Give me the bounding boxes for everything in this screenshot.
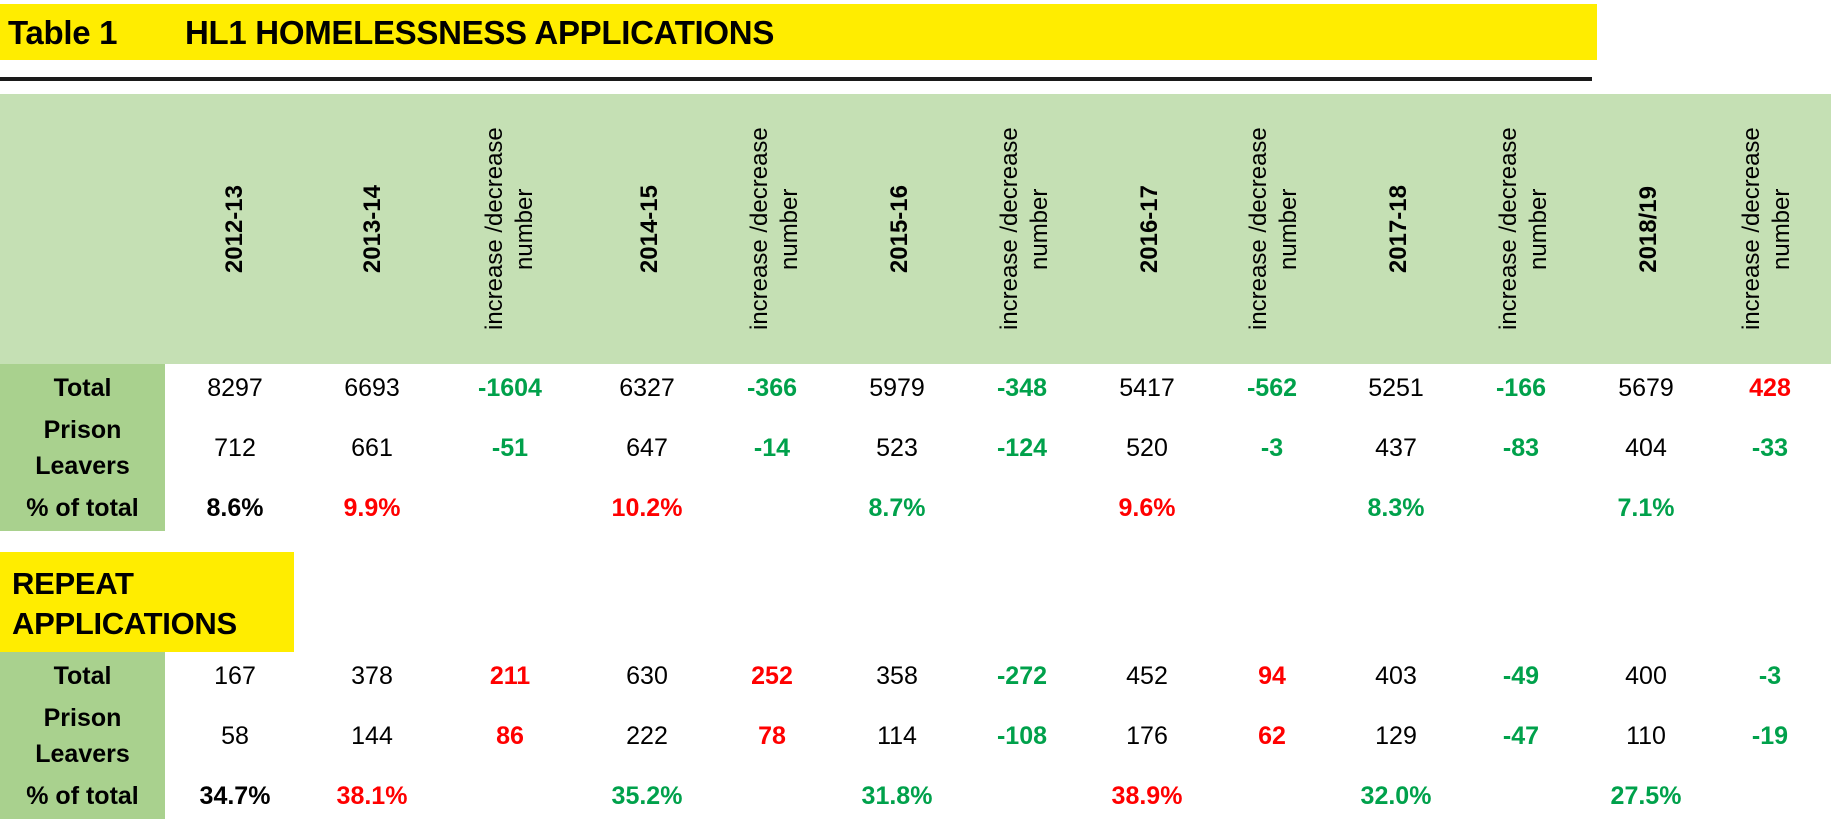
table-cell: -1604 xyxy=(478,373,542,402)
table-title-bar: Table 1 HL1 HOMELESSNESS APPLICATIONS xyxy=(0,4,1597,60)
table-cell: 5679 xyxy=(1618,373,1674,402)
table-cell: 358 xyxy=(876,661,918,690)
table-number: Table 1 xyxy=(8,14,118,51)
table-cell: 38.1% xyxy=(336,781,408,810)
table-cell: 647 xyxy=(626,433,668,462)
table-cell: 378 xyxy=(351,661,393,690)
table-cell: 6693 xyxy=(344,373,400,402)
table-cell: 32.0% xyxy=(1360,781,1432,810)
table-cell: 452 xyxy=(1126,661,1168,690)
table-cell: 712 xyxy=(214,433,256,462)
table-cell: -124 xyxy=(996,433,1048,462)
table-cell: 110 xyxy=(1626,721,1666,750)
column-header: increase /decrease number xyxy=(1245,127,1302,331)
table-cell: 176 xyxy=(1126,721,1168,750)
row-label-percent: % of total xyxy=(26,494,139,522)
table-cell: 27.5% xyxy=(1610,781,1682,810)
table-cell: -562 xyxy=(1246,373,1298,402)
column-header: 2018/19 xyxy=(1635,185,1662,273)
table-cell: -272 xyxy=(996,661,1048,690)
table-cell: 252 xyxy=(751,661,793,690)
table-cell: 86 xyxy=(496,721,524,750)
table-cell: 5979 xyxy=(869,373,925,402)
table-cell: 630 xyxy=(626,661,668,690)
table-cell: 38.9% xyxy=(1111,781,1183,810)
table-cell: -14 xyxy=(753,433,791,462)
table-cell: 661 xyxy=(351,433,393,462)
repeat-heading-line1: REPEAT xyxy=(12,566,134,601)
table-cell: -3 xyxy=(1758,661,1782,690)
table-cell: -83 xyxy=(1502,433,1540,462)
table-cell: 34.7% xyxy=(199,781,271,810)
table-cell: -47 xyxy=(1502,721,1540,750)
table-cell: 129 xyxy=(1375,721,1417,750)
table-cell: 211 xyxy=(489,661,531,690)
table-cell: 520 xyxy=(1126,433,1168,462)
table-cell: 78 xyxy=(758,721,786,750)
row-label-percent: % of total xyxy=(26,782,139,810)
row-label-background xyxy=(0,364,165,531)
column-header: 2012-13 xyxy=(221,184,248,274)
table-cell: 222 xyxy=(626,721,668,750)
table-cell: 437 xyxy=(1375,433,1417,462)
column-header: increase /decrease number xyxy=(746,127,803,331)
column-header: 2013-14 xyxy=(358,184,386,274)
row-label-total: Total xyxy=(53,662,112,690)
column-header: increase /decrease number xyxy=(481,127,538,331)
table-cell: 31.8% xyxy=(861,781,933,810)
table-heading: HL1 HOMELESSNESS APPLICATIONS xyxy=(185,14,775,51)
table-cell: -166 xyxy=(1495,373,1547,402)
table-cell: 167 xyxy=(214,661,256,690)
table-cell: 9.9% xyxy=(343,493,401,522)
column-header: increase /decrease number xyxy=(996,127,1053,331)
table-cell: 58 xyxy=(221,721,249,750)
table-cell: -33 xyxy=(1751,433,1789,462)
table-cell: 5417 xyxy=(1119,373,1175,402)
table-cell: -108 xyxy=(996,721,1048,750)
table-cell: 62 xyxy=(1258,721,1286,750)
repeat-heading-line2: APPLICATIONS xyxy=(12,606,237,641)
row-label-prison-leavers: Prison Leavers xyxy=(35,416,130,480)
row-label-background xyxy=(0,652,165,819)
table-cell: 428 xyxy=(1749,373,1791,402)
table-cell: 114 xyxy=(877,721,917,750)
table-cell: 8.3% xyxy=(1367,493,1425,522)
table-cell: -49 xyxy=(1502,661,1540,690)
table-cell: 8.6% xyxy=(206,493,264,522)
table-cell: -19 xyxy=(1751,721,1789,750)
table-cell: -366 xyxy=(746,373,798,402)
column-header: 2017-18 xyxy=(1385,184,1412,274)
column-header: 2015-16 xyxy=(886,184,913,274)
row-label-prison-leavers: Prison Leavers xyxy=(35,704,130,768)
column-header-band xyxy=(0,94,1831,364)
table-cell: 404 xyxy=(1625,433,1667,462)
row-label-total: Total xyxy=(53,374,112,402)
table-cell: 94 xyxy=(1258,661,1286,690)
table-cell: 144 xyxy=(351,721,393,750)
table-cell: -51 xyxy=(491,433,529,462)
table-cell: 10.2% xyxy=(611,493,683,522)
table-cell: 7.1% xyxy=(1617,493,1675,522)
table-cell: 9.6% xyxy=(1118,493,1176,522)
table-cell: 8297 xyxy=(207,373,263,402)
column-header: 2016-17 xyxy=(1136,184,1163,274)
column-header: increase /decrease number xyxy=(1495,127,1552,331)
column-header: increase /decrease number xyxy=(1738,127,1795,331)
table-cell: 5251 xyxy=(1368,373,1424,402)
column-header: 2014-15 xyxy=(636,184,663,274)
repeat-applications-heading: REPEAT APPLICATIONS xyxy=(0,552,294,652)
table-cell: 403 xyxy=(1375,661,1417,690)
table-cell: 35.2% xyxy=(611,781,683,810)
table-cell: -3 xyxy=(1260,433,1284,462)
table-cell: 6327 xyxy=(619,373,675,402)
table-cell: 523 xyxy=(876,433,918,462)
table-cell: 400 xyxy=(1625,661,1667,690)
title-divider xyxy=(0,77,1592,81)
table-cell: -348 xyxy=(996,373,1048,402)
table-cell: 8.7% xyxy=(868,493,926,522)
